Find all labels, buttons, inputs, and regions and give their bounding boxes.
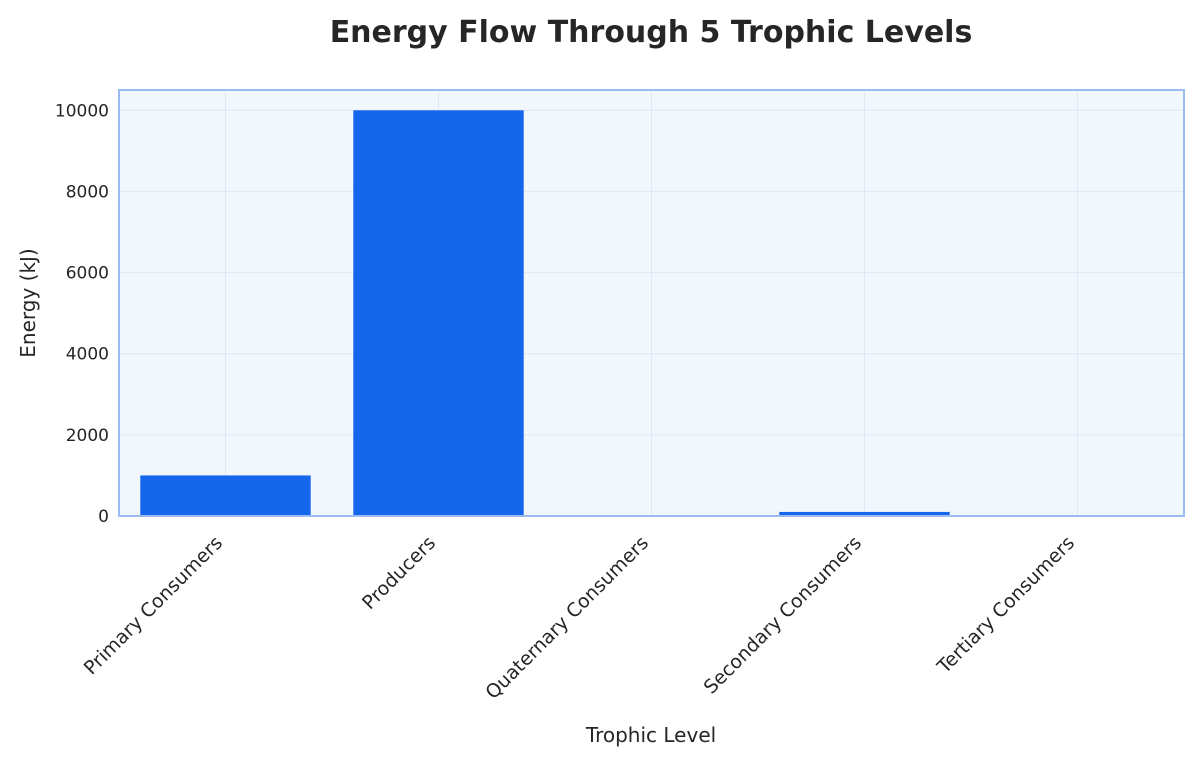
x-axis-label: Trophic Level: [585, 723, 716, 747]
bars: [140, 110, 1163, 517]
x-tick-label: Tertiary Consumers: [933, 532, 1079, 678]
y-axis-ticks: 0 2000 4000 6000 8000 10000: [55, 101, 109, 527]
y-tick-label: 0: [98, 507, 109, 527]
y-tick-label: 6000: [66, 264, 109, 284]
y-tick-label: 8000: [66, 182, 109, 202]
chart-title: Energy Flow Through 5 Trophic Levels: [330, 15, 973, 50]
y-tick-label: 2000: [66, 426, 109, 446]
plot-border: [118, 89, 1185, 517]
x-tick-label: Secondary Consumers: [700, 532, 866, 698]
x-tick-label: Producers: [358, 532, 440, 614]
bar-primary-consumers: [140, 475, 311, 516]
bar-secondary-consumers: [779, 511, 950, 516]
bar-producers: [353, 110, 524, 517]
x-axis-ticks: Primary Consumers Producers Quaternary Con…: [80, 532, 1079, 704]
y-tick-label: 10000: [55, 101, 109, 121]
x-tick-label: Quaternary Consumers: [481, 532, 653, 704]
x-tick-label: Primary Consumers: [80, 532, 227, 679]
y-axis-label: Energy (kJ): [16, 248, 40, 357]
y-tick-label: 4000: [66, 345, 109, 365]
